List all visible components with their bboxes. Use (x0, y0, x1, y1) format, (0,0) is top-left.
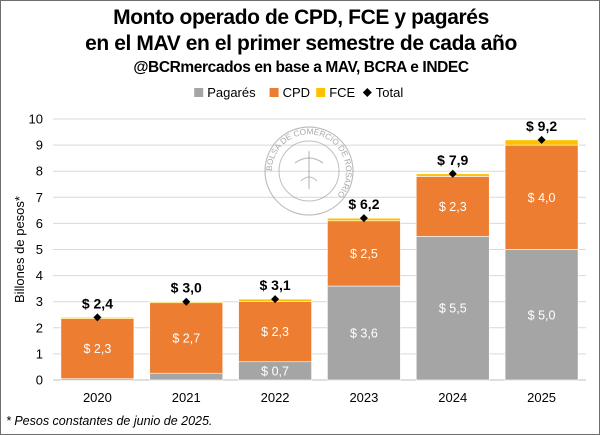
legend-swatch-cpd (269, 88, 279, 97)
y-tick-label: 10 (29, 112, 43, 127)
bar-cpd-2025 (504, 144, 579, 250)
total-marker-2020 (93, 313, 102, 322)
watermark-seal-inner (278, 140, 340, 202)
data-label-cpd-2020: $ 2,3 (84, 342, 112, 356)
legend-label-total: Total (376, 85, 404, 100)
legend-label-cpd: CPD (283, 85, 310, 100)
y-tick-label: 8 (36, 164, 43, 179)
x-tick-label: 2020 (83, 390, 112, 405)
bar-cpd-2020 (60, 318, 135, 379)
y-tick-label: 7 (36, 190, 43, 205)
total-label-2023: $ 6,2 (348, 196, 379, 212)
y-tick-label: 2 (36, 320, 43, 335)
chart-title-line-2: en el MAV en el primer semestre de cada … (85, 32, 517, 55)
y-tick-label: 0 (36, 373, 43, 388)
x-tick-label: 2024 (438, 390, 467, 405)
total-marker-2024 (448, 169, 457, 178)
data-label-cpd-2025: $ 4,0 (528, 191, 556, 205)
legend-label-fce: FCE (329, 85, 355, 100)
total-label-2021: $ 3,0 (171, 280, 202, 296)
x-tick-label: 2021 (172, 390, 201, 405)
bar-cpd-2024 (415, 176, 490, 237)
y-tick-label: 9 (36, 138, 43, 153)
chart-source: @BCRmercados en base a MAV, BCRA e INDEC (133, 59, 469, 76)
bar-cpd-2023 (327, 220, 401, 287)
data-label-pagars-2023: $ 3,6 (350, 327, 378, 341)
legend-swatch-pagars (194, 88, 204, 97)
data-label-cpd-2024: $ 2,3 (439, 200, 467, 214)
watermark-wings (294, 157, 324, 164)
chart-title-line-1: Monto operado de CPD, FCE y pagarés (113, 6, 489, 29)
data-label-cpd-2022: $ 2,3 (261, 325, 289, 339)
legend-swatch-fce (316, 88, 326, 97)
y-tick-label: 3 (36, 294, 43, 309)
x-tick-label: 2023 (349, 390, 378, 405)
bar-cpd-2022 (238, 301, 312, 363)
watermark-seal-outer (264, 126, 354, 216)
data-label-cpd-2023: $ 2,5 (350, 247, 378, 261)
x-tick-label: 2025 (527, 390, 556, 405)
bar-pagars-2024 (415, 236, 490, 381)
watermark-scale (300, 176, 318, 182)
data-label-pagars-2024: $ 5,5 (439, 302, 467, 316)
bar-pagars-2025 (504, 249, 579, 381)
total-marker-2022 (271, 295, 280, 304)
y-tick-label: 1 (36, 346, 43, 361)
bar-pagars-2021 (149, 372, 224, 381)
total-label-2022: $ 3,1 (260, 277, 291, 293)
y-tick-label: 6 (36, 216, 43, 231)
data-label-cpd-2021: $ 2,7 (172, 331, 200, 345)
total-label-2020: $ 2,4 (82, 295, 113, 311)
bar-pagars-2023 (327, 285, 401, 381)
footnote: * Pesos constantes de junio de 2025. (6, 414, 213, 428)
y-tick-label: 4 (36, 268, 43, 283)
data-label-pagars-2025: $ 5,0 (528, 308, 556, 322)
total-marker-2025 (537, 135, 546, 144)
data-label-pagars-2022: $ 0,7 (261, 364, 289, 378)
total-marker-2021 (182, 297, 191, 306)
y-axis-label: Billones de pesos* (12, 196, 27, 303)
total-marker-2023 (359, 214, 368, 223)
bar-cpd-2021 (149, 302, 224, 374)
y-tick-label: 5 (36, 242, 43, 257)
legend-label-pagars: Pagarés (207, 85, 256, 100)
x-tick-label: 2022 (261, 390, 290, 405)
total-label-2024: $ 7,9 (437, 152, 468, 168)
total-label-2025: $ 9,2 (526, 118, 557, 134)
legend-swatch-total (362, 88, 372, 97)
